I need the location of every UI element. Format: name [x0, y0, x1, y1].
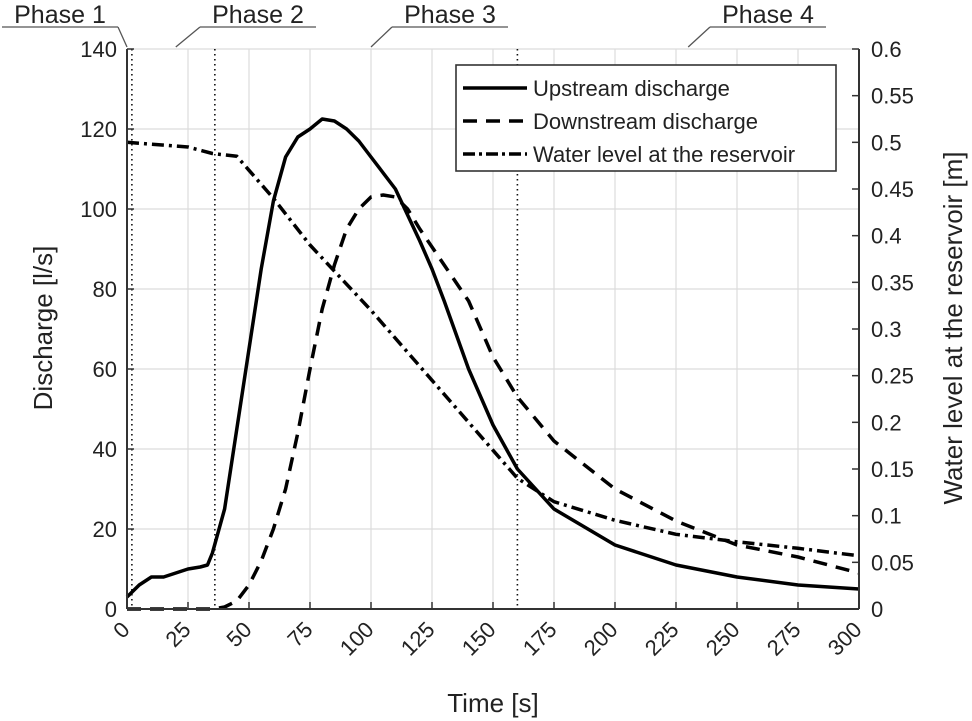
legend-label: Downstream discharge	[533, 109, 758, 134]
y2-tick-label: 0.35	[871, 270, 914, 295]
x-tick-label: 175	[518, 617, 562, 661]
x-tick-label: 50	[222, 617, 257, 652]
legend-label: Water level at the reservoir	[533, 142, 795, 167]
phase-label: Phase 2	[212, 1, 304, 29]
series-line-downstream-discharge	[127, 193, 860, 611]
x-tick-label: 125	[396, 617, 440, 661]
y-tick-label: 100	[80, 197, 117, 222]
y-tick-label: 20	[93, 517, 117, 542]
y2-tick-label: 0.6	[871, 37, 902, 62]
series-line-water-level-at-the-reservoir	[126, 140, 860, 558]
y-tick-label: 40	[93, 437, 117, 462]
x-tick-label: 150	[457, 617, 501, 661]
phase-label: Phase 1	[14, 1, 106, 29]
x-tick-label: 300	[823, 617, 867, 661]
x-tick-label: 25	[161, 617, 196, 652]
legend-label: Upstream discharge	[533, 76, 730, 101]
y-tick-label: 120	[80, 117, 117, 142]
y2-tick-label: 0.55	[871, 84, 914, 109]
phase-annotations: Phase 1 Phase 2 Phase 3 Phase 4	[2, 1, 826, 48]
y2-tick-label: 0.45	[871, 177, 914, 202]
y-tick-label: 80	[93, 277, 117, 302]
y2-tick-label: 0.3	[871, 317, 902, 342]
x-tick-label: 75	[283, 617, 318, 652]
y-tick-label: 0	[105, 597, 117, 622]
y2-tick-label: 0.05	[871, 550, 914, 575]
y-tick-label: 140	[80, 37, 117, 62]
phase-label: Phase 3	[404, 1, 496, 29]
x-tick-label: 275	[762, 617, 806, 661]
x-tick-label: 250	[701, 617, 745, 661]
y2-tick-label: 0.15	[871, 457, 914, 482]
phase-leader-line	[117, 26, 128, 48]
phase-leader-line	[687, 26, 711, 48]
y2-tick-label: 0.1	[871, 504, 902, 529]
y2-tick-label: 0.4	[871, 224, 902, 249]
y2-tick-label: 0.25	[871, 364, 914, 389]
phase-label: Phase 4	[722, 1, 814, 29]
phase-leader-line	[370, 26, 393, 48]
y2-tick-label: 0.2	[871, 410, 902, 435]
x-tick-label: 200	[579, 617, 623, 661]
y2-tick-label: 0.5	[871, 130, 902, 155]
legend: Upstream discharge Downstream discharge Wa…	[455, 64, 837, 172]
y-axis-label: Discharge [l/s]	[28, 246, 58, 411]
y-tick-label: 60	[93, 357, 117, 382]
x-tick-label: 100	[335, 617, 379, 661]
y2-tick-label: 0	[871, 597, 883, 622]
x-axis-label: Time [s]	[447, 688, 538, 718]
y2-axis-label: Water level at the reservoir [m]	[938, 151, 968, 504]
phase-leader-line	[175, 26, 201, 48]
x-tick-label: 225	[640, 617, 684, 661]
